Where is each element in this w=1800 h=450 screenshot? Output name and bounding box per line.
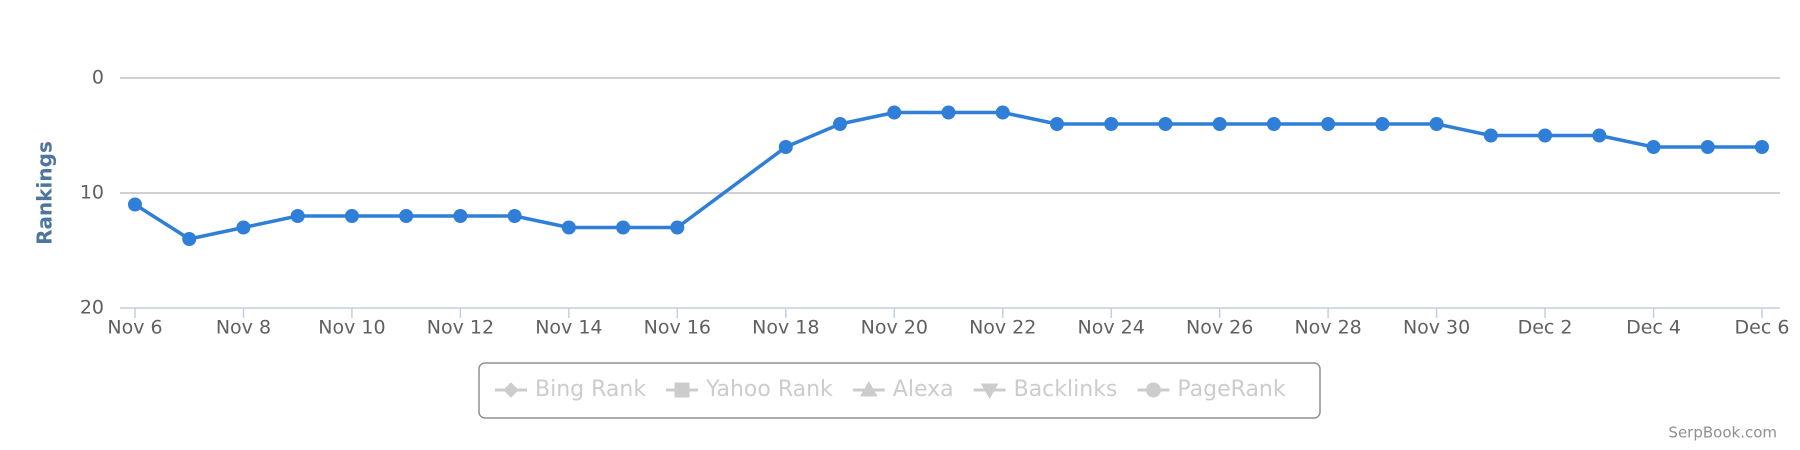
x-tick-label: Nov 28 — [1294, 317, 1361, 339]
x-tick-label: Nov 12 — [427, 317, 494, 339]
legend-label: Alexa — [893, 377, 954, 402]
point — [1158, 117, 1173, 131]
point — [1700, 140, 1715, 154]
credit: SerpBook.com — [1668, 424, 1777, 442]
x-tick-label: Nov 30 — [1403, 317, 1470, 339]
point — [1049, 117, 1064, 131]
x-tick-label: Nov 18 — [752, 317, 819, 339]
y-tick-label: 20 — [80, 297, 104, 319]
point — [290, 209, 305, 223]
x-tick-label: Nov 6 — [107, 317, 162, 339]
legend-item[interactable] — [973, 383, 1006, 400]
point — [236, 220, 251, 235]
x-tick-label: Nov 8 — [216, 317, 271, 339]
point — [182, 232, 197, 246]
legend-label: PageRank — [1177, 377, 1285, 402]
point — [1755, 140, 1769, 154]
point — [453, 209, 468, 223]
point — [670, 220, 685, 235]
point — [561, 220, 576, 235]
point — [1538, 128, 1553, 143]
point — [128, 197, 142, 212]
y-tick-label: 10 — [80, 182, 104, 204]
point — [616, 220, 631, 235]
x-tick-label: Nov 16 — [644, 317, 711, 339]
legend-item[interactable] — [666, 382, 699, 398]
x-tick-label: Dec 2 — [1518, 317, 1573, 339]
point — [1375, 117, 1390, 131]
legend-label: Yahoo Rank — [705, 377, 833, 402]
point — [995, 105, 1010, 120]
legend-item[interactable] — [1137, 382, 1170, 398]
point — [833, 117, 848, 131]
x-tick-label: Nov 24 — [1078, 317, 1145, 339]
x-tick-label: Nov 26 — [1186, 317, 1253, 339]
point — [1646, 140, 1661, 154]
point — [1212, 117, 1227, 131]
legend-box — [478, 362, 1321, 419]
point — [344, 209, 359, 223]
x-tick-label: Dec 4 — [1626, 317, 1681, 339]
point — [399, 209, 414, 223]
point — [1104, 117, 1119, 131]
x-tick-label: Nov 10 — [318, 317, 385, 339]
x-tick-label: Nov 14 — [535, 317, 602, 339]
point — [1592, 128, 1607, 143]
point — [887, 105, 902, 120]
legend-label: Backlinks — [1014, 377, 1118, 402]
legend-item[interactable] — [495, 382, 527, 398]
point — [941, 105, 956, 120]
x-tick-label: Nov 20 — [861, 317, 928, 339]
x-tick-label: Nov 22 — [969, 317, 1036, 339]
point — [1321, 117, 1336, 131]
point — [507, 209, 522, 223]
point — [778, 140, 793, 154]
point — [1429, 117, 1444, 131]
series-line — [134, 110, 1762, 241]
point — [1483, 128, 1498, 143]
y-axis-label: Rankings — [33, 141, 57, 245]
y-tick-label: 0 — [92, 67, 104, 89]
x-tick-label: Dec 6 — [1735, 317, 1790, 339]
legend-label: Bing Rank — [535, 377, 646, 402]
point — [1266, 117, 1281, 131]
legend-item[interactable] — [852, 380, 885, 397]
